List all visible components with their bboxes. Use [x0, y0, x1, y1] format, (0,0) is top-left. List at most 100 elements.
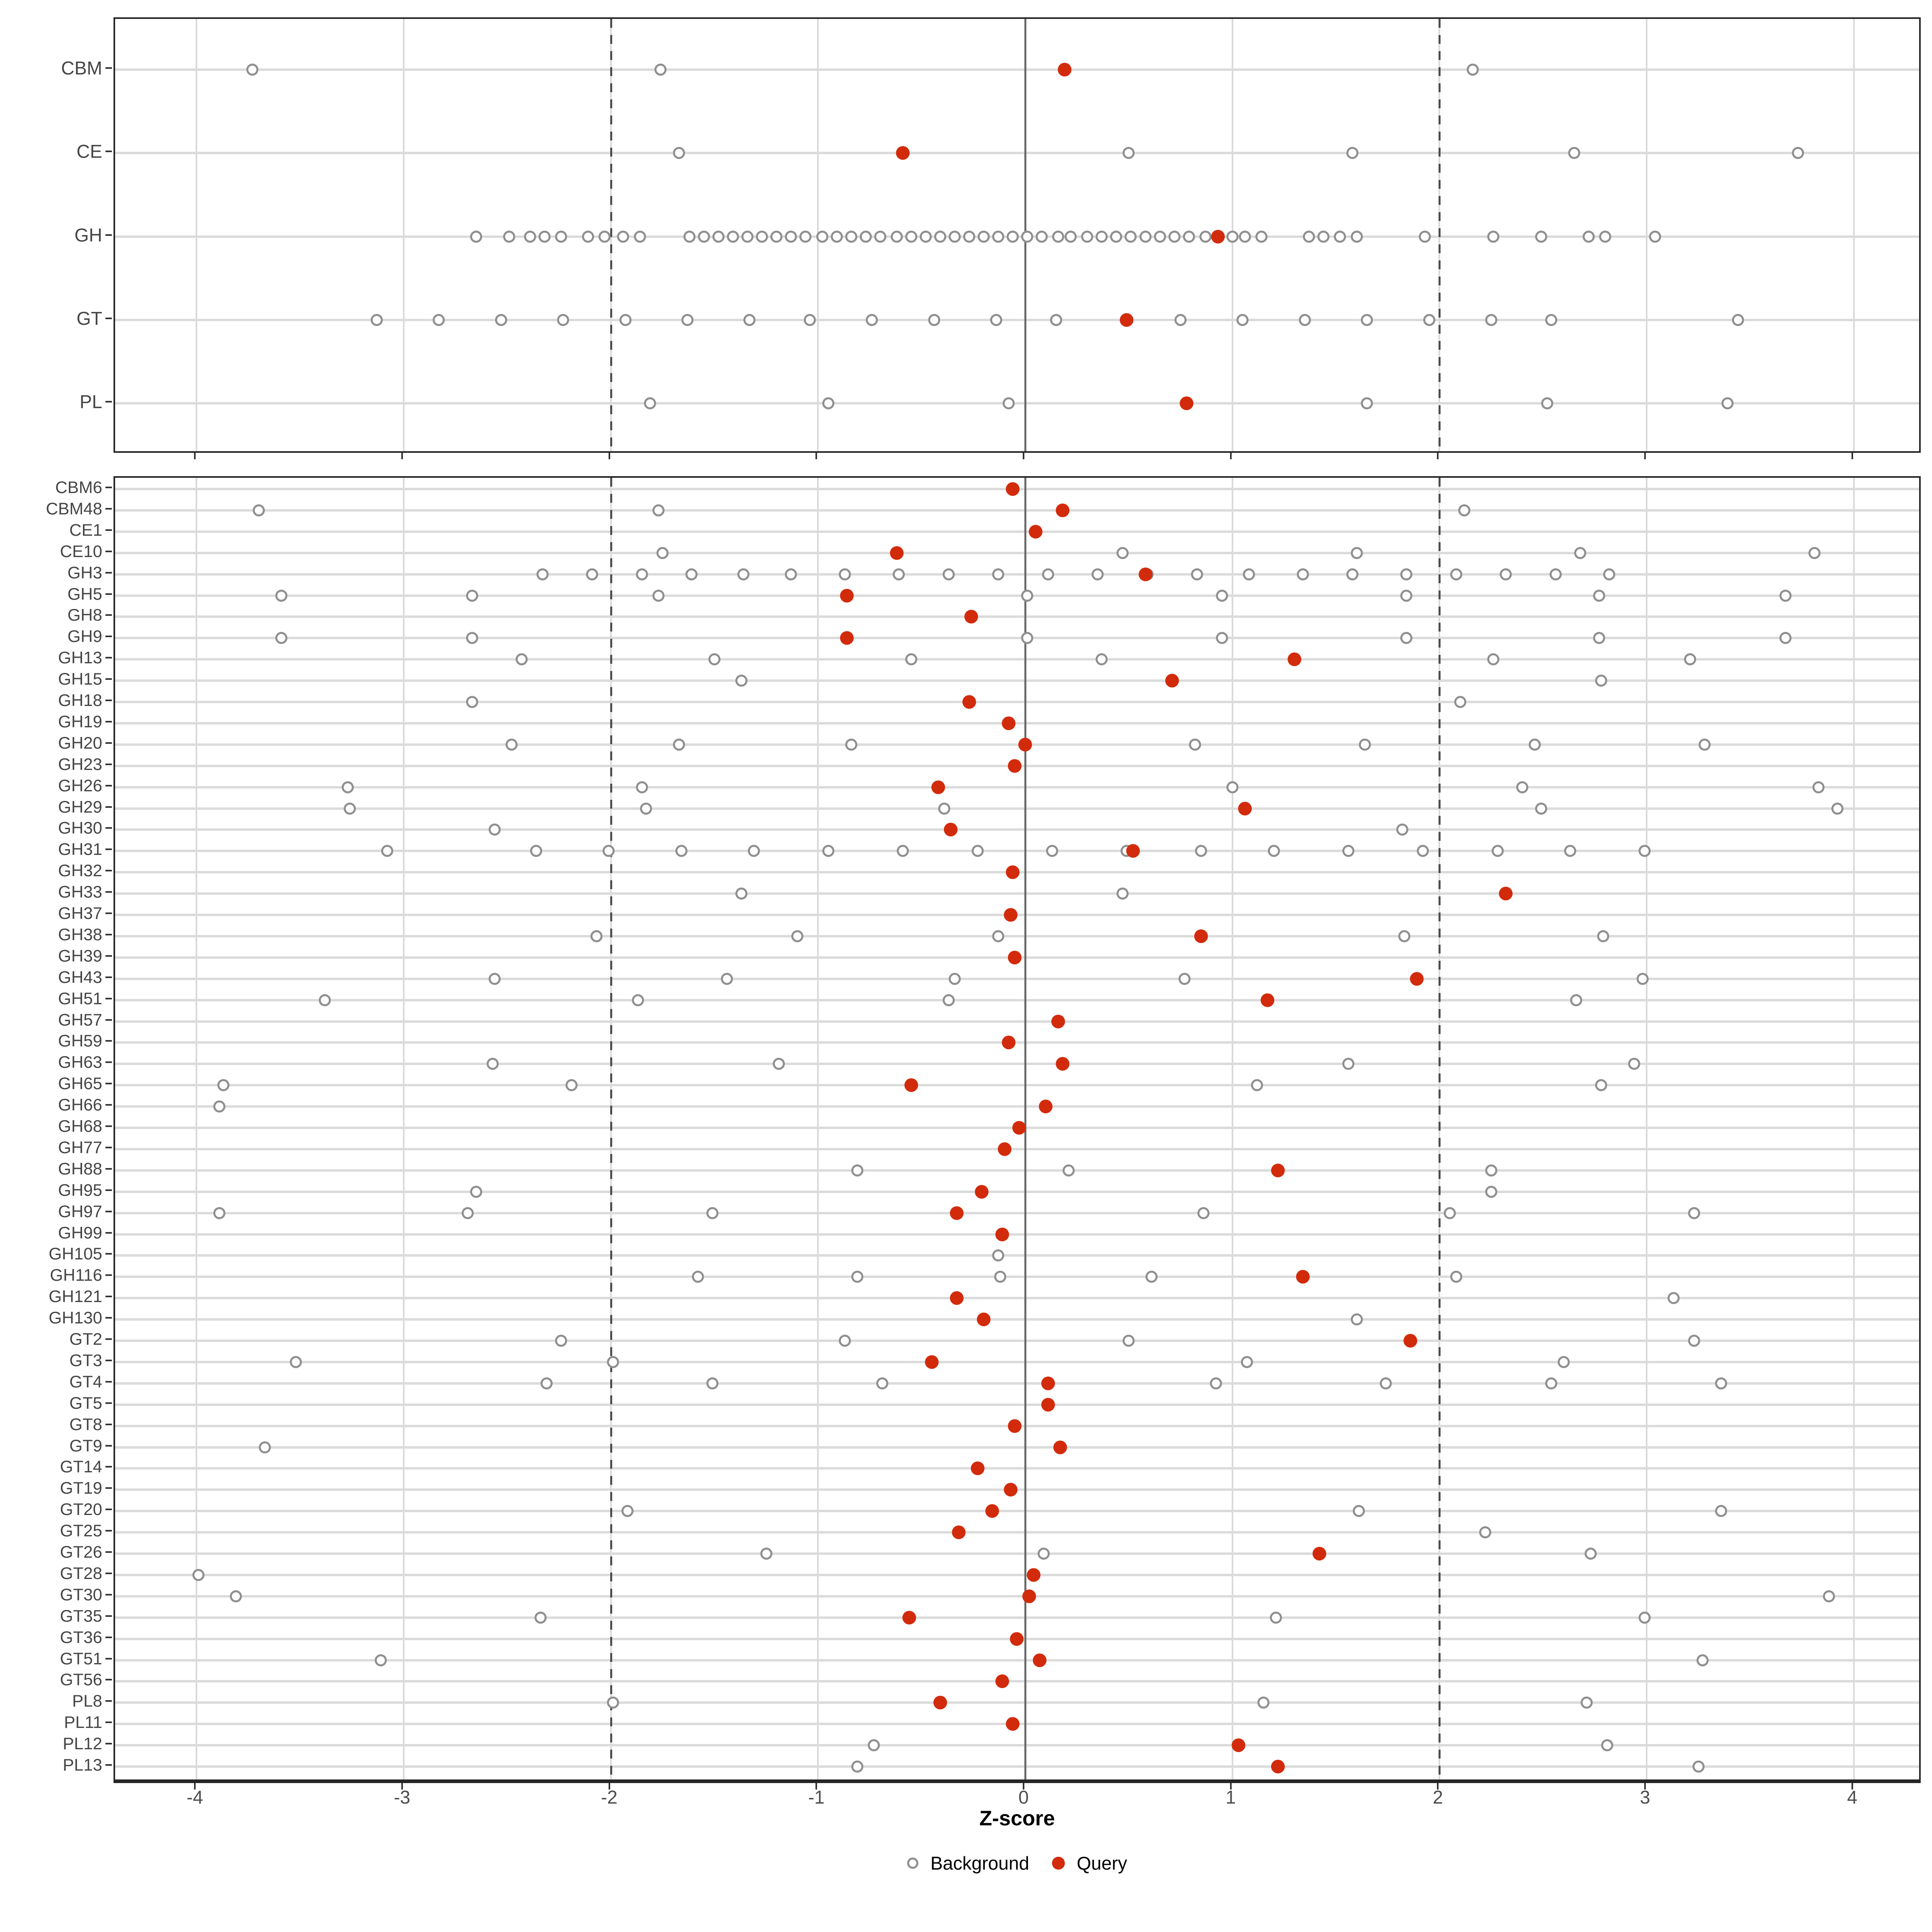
row-label: GT4	[69, 1372, 102, 1391]
background-point	[470, 1185, 483, 1198]
background-point	[1466, 64, 1479, 76]
background-point	[1595, 1079, 1607, 1092]
row-label: PL8	[72, 1691, 102, 1711]
y-axis-tick	[105, 933, 112, 935]
x-axis-title: Z-score	[979, 1807, 1055, 1830]
row-gridline	[115, 1190, 1919, 1193]
background-point	[675, 845, 687, 857]
background-point	[275, 632, 288, 644]
background-point	[851, 1271, 864, 1283]
x-axis-tick	[815, 1783, 817, 1790]
y-axis-tick	[105, 508, 112, 510]
background-point	[524, 230, 536, 243]
row-label: CE10	[60, 541, 102, 561]
background-point	[1303, 230, 1315, 243]
background-point	[949, 230, 961, 243]
x-axis-tick	[608, 453, 610, 459]
row-label: CE1	[69, 520, 102, 539]
row-label: GH31	[58, 840, 102, 859]
y-axis-tick	[105, 678, 112, 680]
background-point	[963, 230, 976, 243]
background-point	[1361, 314, 1373, 326]
background-point	[1226, 781, 1238, 793]
background-point	[905, 653, 917, 666]
x-axis-tick	[194, 453, 196, 459]
row-gridline	[115, 1041, 1919, 1044]
background-point	[772, 1058, 785, 1070]
background-point	[229, 1590, 242, 1602]
background-point	[1125, 230, 1137, 243]
x-axis-tick	[1851, 453, 1853, 459]
background-point	[839, 568, 851, 580]
background-point	[1154, 230, 1166, 243]
query-point	[1006, 1717, 1020, 1731]
background-point	[1417, 845, 1429, 857]
background-point	[656, 547, 669, 559]
background-point	[992, 930, 1005, 942]
query-point	[1238, 801, 1252, 815]
background-point	[1808, 547, 1821, 559]
query-point	[1499, 887, 1513, 901]
query-point	[902, 1610, 916, 1624]
y-axis-tick	[105, 1253, 112, 1255]
query-point	[1008, 759, 1022, 773]
row-label: GH38	[58, 925, 102, 944]
background-point	[636, 781, 648, 793]
background-point	[1021, 589, 1034, 602]
background-point	[1419, 230, 1431, 243]
background-point	[876, 1377, 888, 1389]
row-label: PL11	[64, 1713, 102, 1732]
background-point	[1197, 1207, 1210, 1219]
background-point	[1346, 568, 1359, 580]
row-label: GT26	[60, 1542, 102, 1561]
y-axis-tick	[105, 1338, 112, 1340]
legend-label-query: Query	[1077, 1853, 1127, 1874]
query-point	[1271, 1163, 1285, 1177]
row-gridline	[115, 1446, 1919, 1449]
background-point	[1593, 632, 1605, 644]
x-axis-tick	[1230, 1783, 1232, 1790]
row-label: GT25	[60, 1521, 102, 1540]
background-point	[599, 230, 611, 243]
row-label: GH13	[58, 648, 102, 667]
y-axis-tick	[105, 1445, 112, 1447]
background-point	[1535, 230, 1547, 243]
background-point	[1236, 314, 1249, 326]
query-point	[1022, 1589, 1036, 1603]
row-gridline	[115, 1212, 1919, 1214]
y-axis-tick	[105, 1189, 112, 1191]
background-point	[1568, 147, 1580, 159]
row-gridline	[115, 1063, 1919, 1065]
background-point	[934, 230, 946, 243]
x-axis-tick	[608, 1783, 610, 1790]
y-axis-tick	[105, 1381, 112, 1383]
background-point	[1541, 397, 1554, 409]
y-axis-tick	[105, 1551, 112, 1553]
y-axis-tick	[105, 1636, 112, 1638]
y-axis-tick	[105, 1146, 112, 1148]
query-point	[1028, 524, 1042, 539]
x-axis-tick	[1023, 453, 1024, 459]
query-point	[995, 1227, 1009, 1241]
row-gridline	[115, 594, 1919, 597]
vertical-gridline	[402, 19, 405, 451]
row-label: GT	[76, 308, 102, 329]
background-point	[942, 568, 955, 580]
x-axis-tick	[1644, 1783, 1646, 1790]
background-point	[1638, 1611, 1651, 1624]
background-point	[1823, 1590, 1835, 1602]
background-point	[462, 1207, 474, 1219]
background-point	[1216, 589, 1228, 602]
background-point	[1558, 1356, 1570, 1368]
background-point	[1545, 314, 1558, 326]
x-tick-label: -4	[186, 1787, 203, 1808]
background-point	[654, 64, 667, 76]
row-label: GH63	[58, 1053, 102, 1072]
background-point	[489, 824, 501, 836]
background-point	[582, 230, 594, 243]
y-axis-tick	[105, 1530, 112, 1532]
row-gridline	[115, 1659, 1919, 1662]
background-point	[741, 230, 754, 243]
query-point	[1012, 1121, 1026, 1135]
y-axis-tick	[105, 806, 112, 808]
